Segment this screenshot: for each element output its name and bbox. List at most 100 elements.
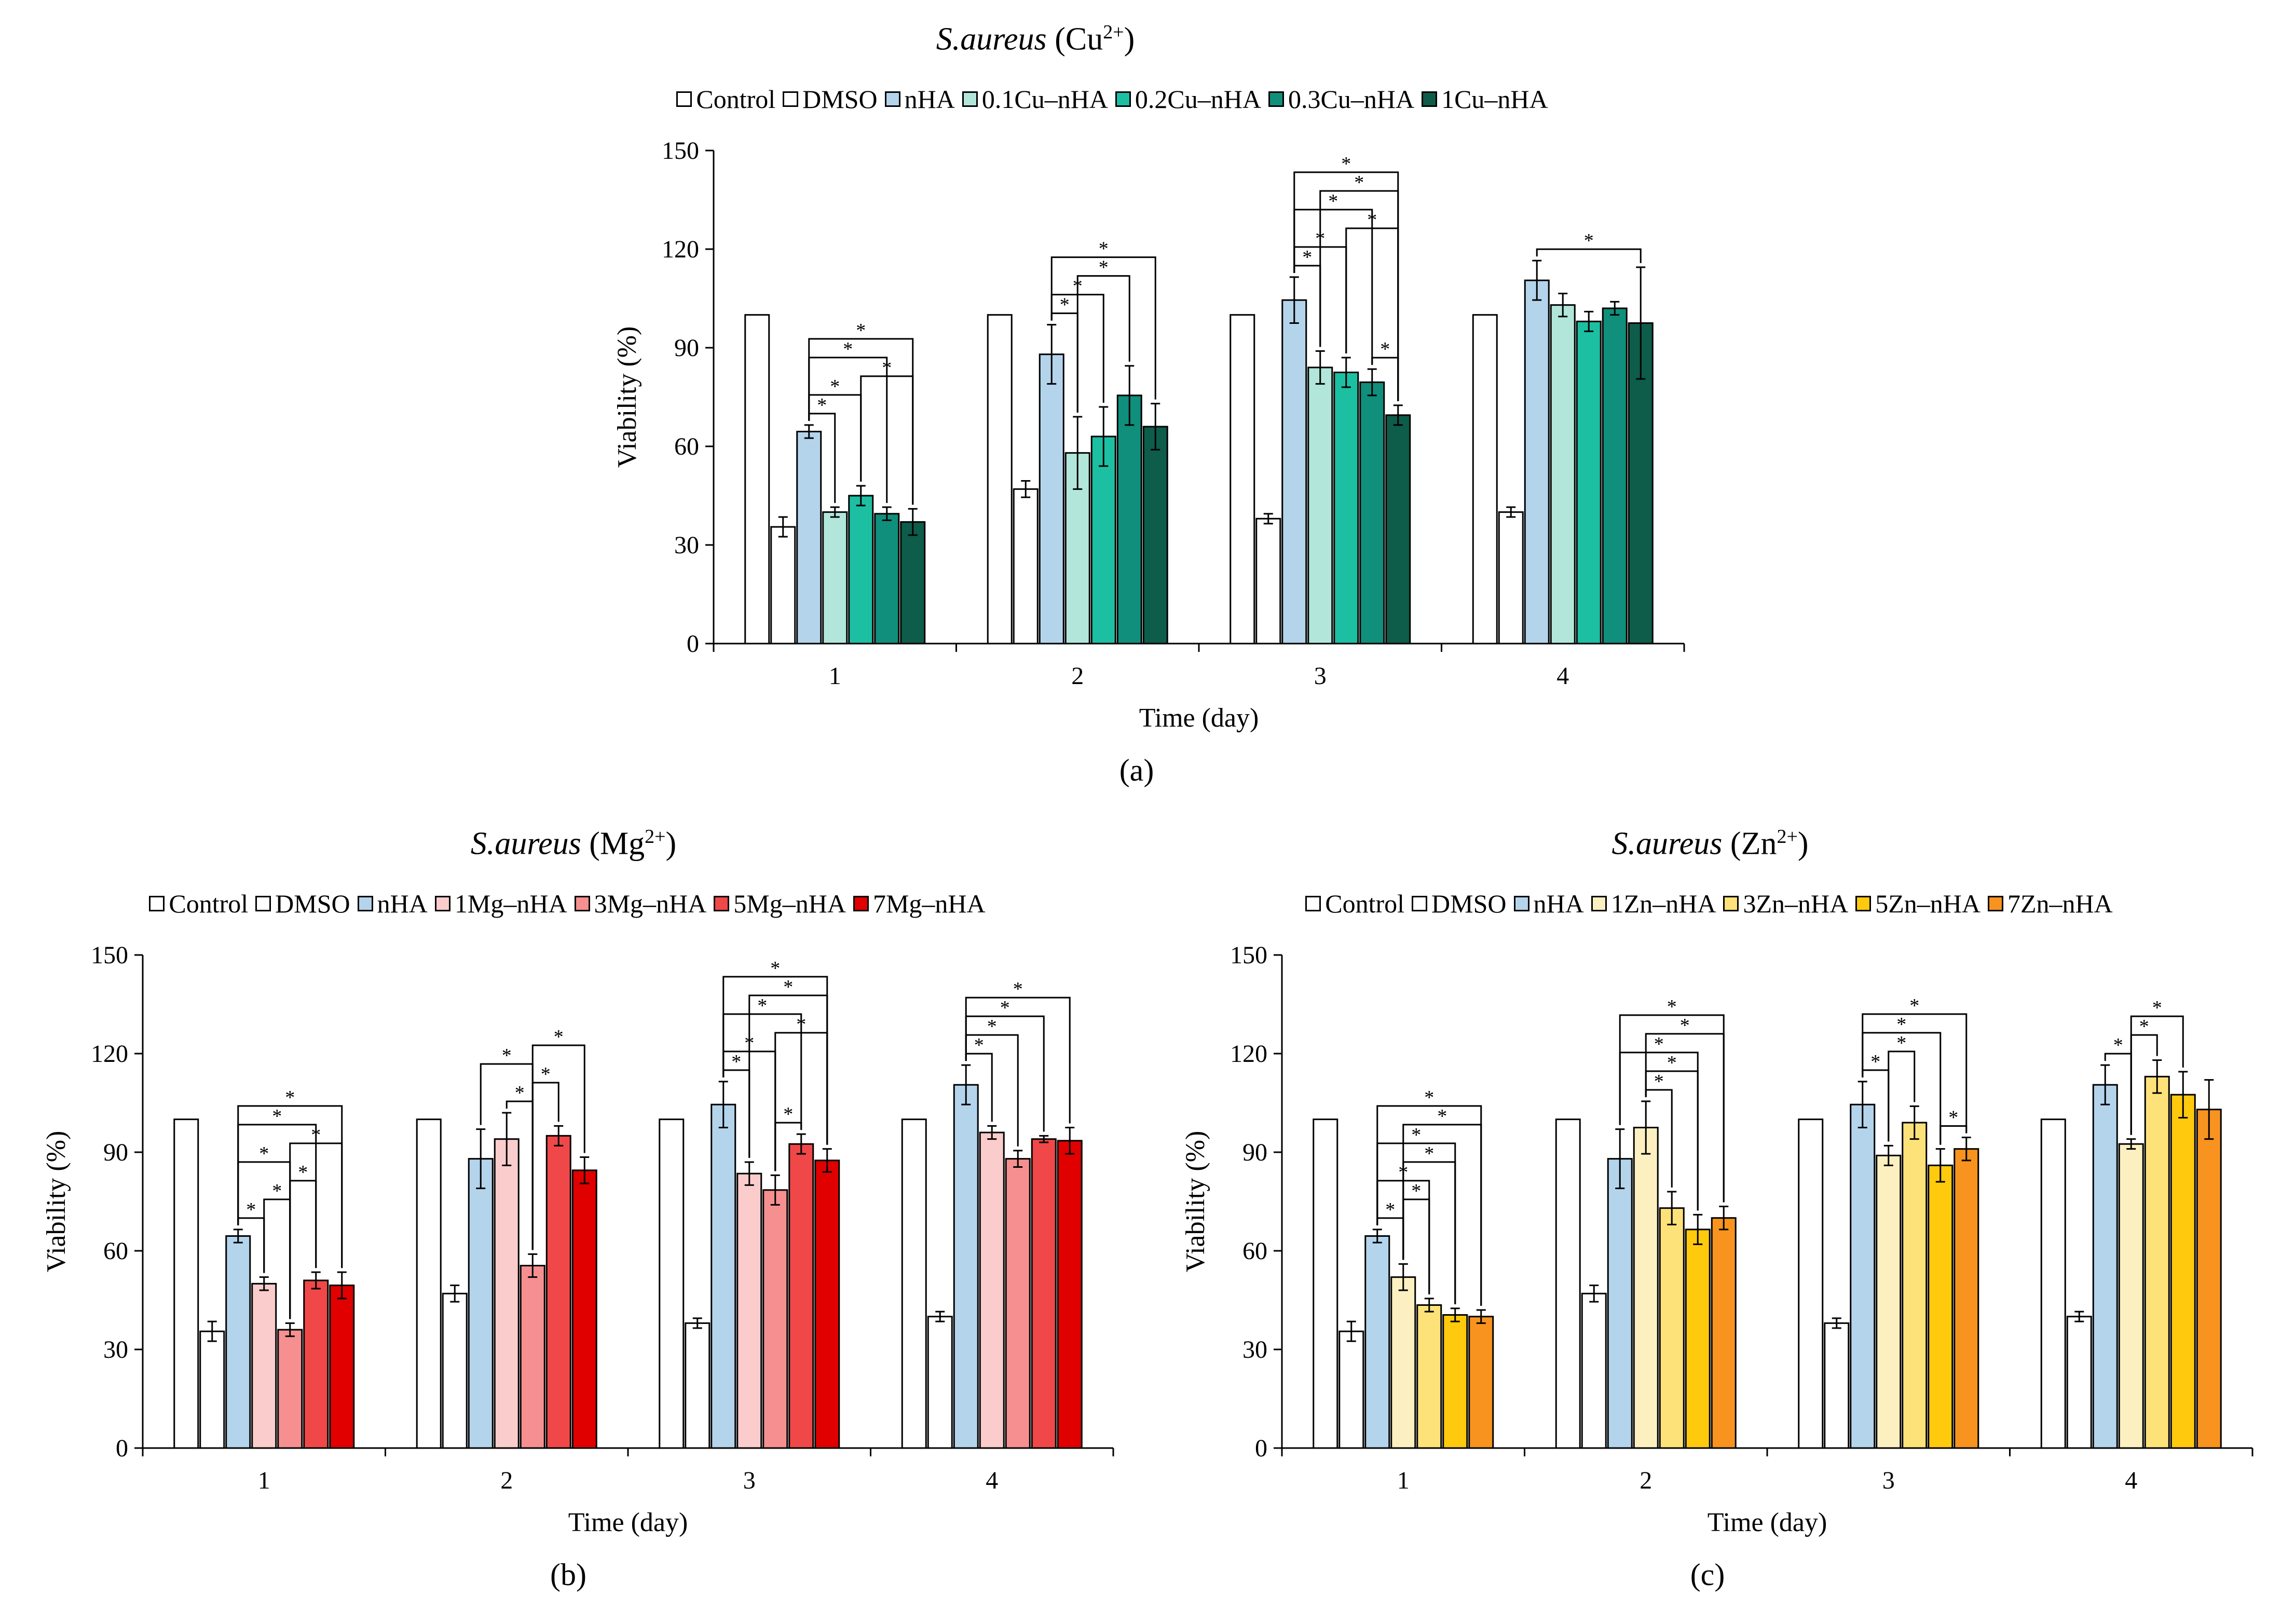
- panel-b-title: S.aureus (Mg2+): [470, 826, 677, 862]
- bar: [979, 1131, 1005, 1449]
- legend-item: Control: [1305, 889, 1404, 919]
- significance-label: *: [1411, 1180, 1421, 1202]
- legend-item: nHA: [884, 84, 955, 114]
- bar: [468, 1158, 494, 1449]
- bar: [1255, 517, 1281, 645]
- legend-item: 0.1Cu–nHA: [962, 84, 1108, 114]
- bar: [736, 1172, 762, 1449]
- bar: [199, 1330, 225, 1449]
- bar: [2170, 1094, 2196, 1449]
- x-tick-label: 3: [743, 1467, 756, 1494]
- legend-swatch: [783, 91, 799, 107]
- bar: [416, 1118, 442, 1449]
- bar: [953, 1084, 979, 1449]
- bar: [2066, 1316, 2092, 1449]
- significance-bracket: [1050, 256, 1156, 400]
- panel-b-chart: 0 30 60 90 120 150 1 2 3 4 Time (day) Viability (%)…: [42, 941, 1114, 1537]
- significance-label: *: [272, 1106, 282, 1127]
- significance-label: *: [1680, 1015, 1690, 1036]
- significance-bracket: [1619, 1014, 1725, 1203]
- bar: [770, 526, 796, 645]
- significance-label: *: [298, 1162, 308, 1183]
- bar: [1390, 1276, 1416, 1449]
- bar: [901, 1118, 927, 1449]
- bar: [1928, 1164, 1954, 1449]
- legend-label: Control: [169, 889, 249, 918]
- bar: [2144, 1075, 2170, 1449]
- bar: [744, 314, 770, 645]
- bar: [442, 1292, 468, 1449]
- significance-label: *: [731, 1051, 741, 1073]
- bar: [1013, 488, 1039, 645]
- significance-label: *: [541, 1063, 551, 1085]
- significance-label: *: [515, 1082, 525, 1104]
- bar: [796, 431, 822, 645]
- legend-label: Control: [1325, 889, 1405, 918]
- legend-swatch: [1591, 896, 1607, 911]
- significance-label: *: [1654, 1071, 1664, 1093]
- x-tick-label: 4: [2125, 1467, 2137, 1494]
- panel-b-title-charge: 2+: [645, 826, 666, 848]
- legend-item: 1Mg–nHA: [434, 889, 567, 919]
- significance-bracket: [1888, 1050, 1916, 1142]
- panel-b-title-organism: S.aureus: [470, 826, 581, 862]
- panel-c-chart: 0 30 60 90 120 150 1 2 3 4 Time (day) Viability (%)…: [1181, 941, 2253, 1537]
- bar: [1850, 1103, 1876, 1449]
- legend-label: Control: [696, 85, 776, 114]
- x-axis-title: Time (day): [1708, 1508, 1827, 1537]
- legend-item: DMSO: [1412, 889, 1507, 919]
- legend-swatch: [1513, 896, 1529, 911]
- bar: [685, 1322, 711, 1449]
- legend-label: 7Mg–nHA: [872, 889, 986, 918]
- y-tick-label: 150: [1230, 941, 1267, 969]
- bar: [1005, 1158, 1031, 1449]
- y-tick-label: 30: [1242, 1336, 1267, 1363]
- bar: [571, 1169, 597, 1449]
- bar: [173, 1118, 199, 1449]
- legend-label: nHA: [1533, 889, 1584, 918]
- legend-item: nHA: [1513, 889, 1584, 919]
- significance-bracket: [965, 997, 1071, 1124]
- bar: [1902, 1122, 1928, 1449]
- bar: [1550, 304, 1576, 645]
- significance-bracket: [1293, 171, 1399, 401]
- bar: [1039, 353, 1064, 645]
- legend-label: nHA: [904, 85, 955, 114]
- significance-label: *: [1354, 172, 1364, 194]
- legend-item: 1Cu–nHA: [1422, 84, 1548, 114]
- legend-swatch: [1268, 91, 1284, 107]
- panel-a-legend: Control DMSO nHA 0.1Cu–nHA 0.2Cu–nHA 0.3Cu–nH…: [545, 84, 1687, 114]
- legend-swatch: [255, 896, 271, 911]
- bar: [1307, 366, 1333, 645]
- significance-label: *: [1380, 338, 1390, 360]
- bar: [927, 1316, 953, 1449]
- significance-label: *: [1013, 978, 1023, 1000]
- bar: [2040, 1118, 2066, 1449]
- legend-swatch: [357, 896, 373, 911]
- significance-label: *: [1385, 1199, 1395, 1221]
- legend-swatch: [1422, 91, 1438, 107]
- bar: [900, 521, 926, 645]
- bar: [494, 1138, 520, 1449]
- significance-bracket: [531, 1044, 585, 1250]
- significance-label: *: [1584, 230, 1594, 252]
- panel-c-title-ion: Zn: [1741, 826, 1777, 862]
- x-tick-label: 1: [258, 1467, 270, 1494]
- legend-swatch: [1305, 896, 1321, 911]
- significance-label: *: [272, 1180, 282, 1202]
- bar: [1333, 372, 1359, 645]
- legend-swatch: [434, 896, 450, 911]
- bar: [1876, 1154, 1902, 1449]
- legend-item: DMSO: [255, 889, 350, 919]
- bar: [1057, 1140, 1083, 1449]
- panel-a-chart: 0 30 60 90 120 150 1 2 3 4 Time (day) Viability (%)…: [612, 137, 1685, 733]
- significance-label: *: [830, 376, 840, 398]
- significance-label: *: [1341, 153, 1351, 175]
- bar: [1602, 307, 1628, 645]
- x-axis-title: Time (day): [568, 1508, 688, 1537]
- bar: [329, 1285, 355, 1449]
- legend-item: 1Zn–nHA: [1591, 889, 1716, 919]
- legend-item: nHA: [357, 889, 428, 919]
- panel-c-title-organism: S.aureus: [1611, 826, 1723, 862]
- panel-c-legend: Control DMSO nHA 1Zn–nHA 3Zn–nHA 5Zn–nHA 7Zn–n…: [1168, 889, 2258, 919]
